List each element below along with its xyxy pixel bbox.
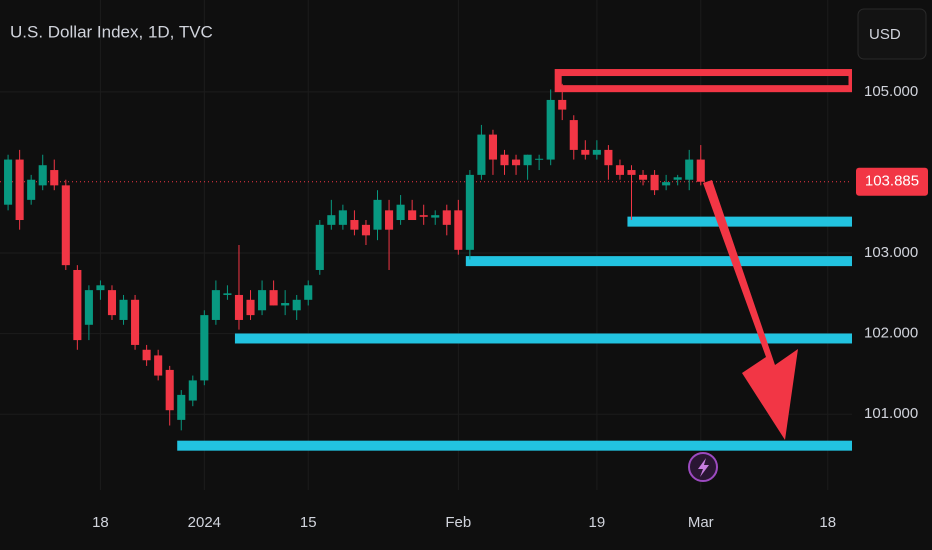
candle-body bbox=[696, 159, 705, 182]
support-level bbox=[627, 216, 852, 227]
candle-body bbox=[327, 215, 336, 225]
last-price-box bbox=[856, 167, 928, 196]
x-tick-label: 18 bbox=[819, 514, 836, 531]
candle-body bbox=[188, 380, 197, 401]
candle-body bbox=[546, 99, 555, 160]
candle-body bbox=[454, 210, 463, 250]
candle-body bbox=[211, 290, 220, 320]
candle-body bbox=[615, 165, 624, 175]
support-level bbox=[234, 333, 853, 344]
candle-body bbox=[200, 315, 209, 381]
candle-body bbox=[281, 303, 290, 306]
candle-body bbox=[512, 159, 521, 166]
currency-label: USD bbox=[869, 26, 901, 43]
candle-body bbox=[246, 299, 255, 316]
support-level bbox=[465, 256, 852, 267]
candle-body bbox=[581, 149, 590, 155]
candle-body bbox=[627, 170, 636, 175]
candle-body bbox=[258, 290, 267, 311]
candle-body bbox=[662, 182, 671, 186]
x-tick-label: 19 bbox=[589, 514, 606, 531]
candle-body bbox=[165, 369, 174, 411]
candle-body bbox=[119, 299, 128, 320]
candle-body bbox=[338, 210, 347, 225]
candle-body bbox=[177, 394, 186, 420]
candle-body bbox=[223, 293, 232, 295]
candle-body bbox=[373, 199, 382, 230]
price-axis bbox=[852, 0, 932, 550]
currency-button[interactable] bbox=[857, 8, 927, 60]
candle-body bbox=[535, 158, 544, 160]
candle-body bbox=[685, 159, 694, 180]
candle-body bbox=[639, 174, 648, 180]
last-price-label: 103.885 bbox=[865, 173, 919, 190]
x-tick-label: Feb bbox=[445, 514, 471, 531]
lightning bbox=[698, 458, 709, 477]
candle-body bbox=[442, 210, 451, 225]
candle-body bbox=[73, 269, 82, 341]
candle-body bbox=[38, 165, 47, 186]
candle-body bbox=[523, 154, 532, 166]
candle-body bbox=[315, 224, 324, 270]
candle-body bbox=[650, 174, 659, 191]
candle-body bbox=[569, 120, 578, 150]
y-tick-label: 102.000 bbox=[864, 325, 918, 342]
candle-body bbox=[154, 355, 163, 376]
candle-body bbox=[465, 174, 474, 250]
candle-body bbox=[292, 299, 301, 311]
candle-body bbox=[500, 154, 509, 166]
candle-body bbox=[27, 179, 36, 200]
x-tick-label: 15 bbox=[300, 514, 317, 531]
chart-title: U.S. Dollar Index, 1D, TVC bbox=[10, 22, 213, 41]
x-tick-label: 18 bbox=[92, 514, 109, 531]
candle-body bbox=[558, 99, 567, 110]
candle-body bbox=[15, 159, 24, 221]
candle-body bbox=[61, 185, 70, 266]
candle-body bbox=[4, 159, 13, 205]
candle-body bbox=[269, 290, 278, 306]
candle-body bbox=[604, 149, 613, 166]
candle-body bbox=[350, 220, 359, 230]
y-tick-label: 103.000 bbox=[864, 244, 918, 261]
candle-body bbox=[477, 134, 486, 175]
candle-body bbox=[408, 210, 417, 221]
x-tick-label: 2024 bbox=[188, 514, 221, 531]
candle-body bbox=[50, 170, 59, 186]
candle-body bbox=[419, 215, 428, 217]
candle-body bbox=[142, 349, 151, 361]
candle-body bbox=[431, 215, 440, 218]
candle-body bbox=[107, 290, 117, 316]
y-tick-label: 101.000 bbox=[864, 405, 918, 422]
candle-body bbox=[84, 290, 93, 325]
y-tick-label: 105.000 bbox=[864, 83, 918, 100]
candle-body bbox=[304, 285, 313, 300]
candle-body bbox=[592, 149, 601, 155]
support-level bbox=[177, 440, 853, 451]
candle-body bbox=[396, 204, 405, 221]
candle-body bbox=[488, 134, 497, 160]
candle-body bbox=[673, 177, 682, 180]
x-tick-label: Mar bbox=[688, 514, 714, 531]
candle-body bbox=[361, 224, 371, 236]
candle-body bbox=[96, 285, 105, 291]
arrow bbox=[703, 180, 798, 440]
candle-body bbox=[131, 299, 140, 345]
candle-body bbox=[385, 210, 394, 230]
candle-body bbox=[234, 294, 244, 320]
